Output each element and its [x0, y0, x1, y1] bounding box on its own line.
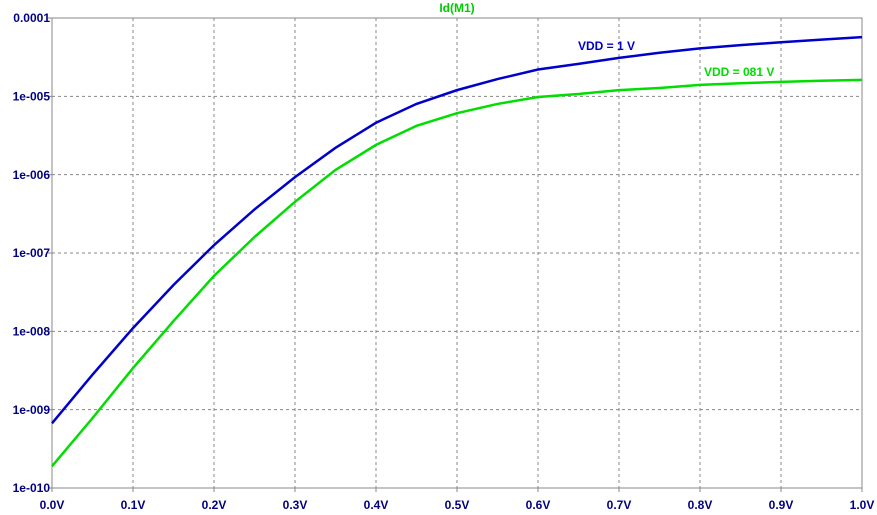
x-tick-label: 1.0V	[850, 498, 875, 512]
series-line	[51, 78, 863, 467]
x-tick-label: 0.5V	[445, 498, 470, 512]
x-tick-label: 0.6V	[526, 498, 551, 512]
x-tick-label: 0.4V	[364, 498, 389, 512]
series-label: VDD = 081 V	[704, 65, 774, 79]
x-tick-label: 0.9V	[769, 498, 794, 512]
x-tick-label: 0.8V	[688, 498, 713, 512]
x-tick-label: 0.7V	[607, 498, 632, 512]
y-tick-label: 1e-005	[13, 90, 51, 104]
series-line	[51, 35, 863, 425]
x-tick-label: 0.2V	[202, 498, 227, 512]
x-tick-label: 0.3V	[283, 498, 308, 512]
y-tick-label: 1e-006	[13, 168, 51, 182]
x-tick-label: 0.0V	[40, 498, 65, 512]
y-tick-label: 1e-010	[13, 481, 51, 495]
y-tick-label: 0.0001	[13, 11, 50, 25]
y-tick-label: 1e-009	[13, 403, 51, 417]
y-tick-label: 1e-007	[13, 246, 51, 260]
y-tick-label: 1e-008	[13, 325, 51, 339]
plot-frame	[51, 17, 863, 489]
series-label: VDD = 1 V	[578, 39, 635, 53]
chart-title: Id(M1)	[439, 1, 474, 15]
x-tick-label: 0.1V	[121, 498, 146, 512]
